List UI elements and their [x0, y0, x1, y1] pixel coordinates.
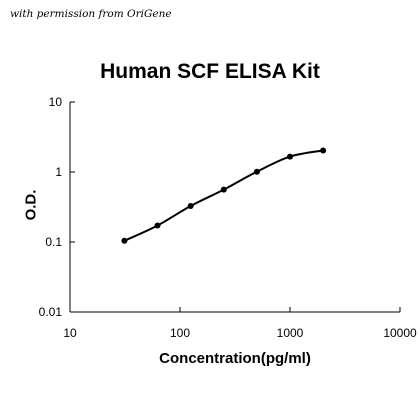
- x-tick-label: 1000: [277, 326, 304, 340]
- x-tick-label: 10000: [383, 326, 417, 340]
- y-tick-label: 10: [49, 95, 63, 109]
- x-tick-label: 100: [170, 326, 190, 340]
- data-point: [220, 186, 227, 193]
- data-point: [154, 222, 161, 229]
- x-axis-label: Concentration(pg/ml): [159, 350, 311, 367]
- y-tick-label: 0.1: [45, 235, 62, 249]
- series-line: [124, 149, 324, 242]
- y-tick-label: 0.01: [39, 305, 63, 319]
- y-tick-label: 1: [55, 165, 62, 179]
- permission-credit: with permission from OriGene: [10, 8, 172, 20]
- data-point: [253, 168, 260, 175]
- data-point: [320, 147, 327, 154]
- data-point: [121, 237, 128, 244]
- data-point: [287, 153, 293, 160]
- x-tick-label: 10: [63, 326, 77, 340]
- data-point: [187, 202, 194, 209]
- chart-title: Human SCF ELISA Kit: [100, 60, 320, 83]
